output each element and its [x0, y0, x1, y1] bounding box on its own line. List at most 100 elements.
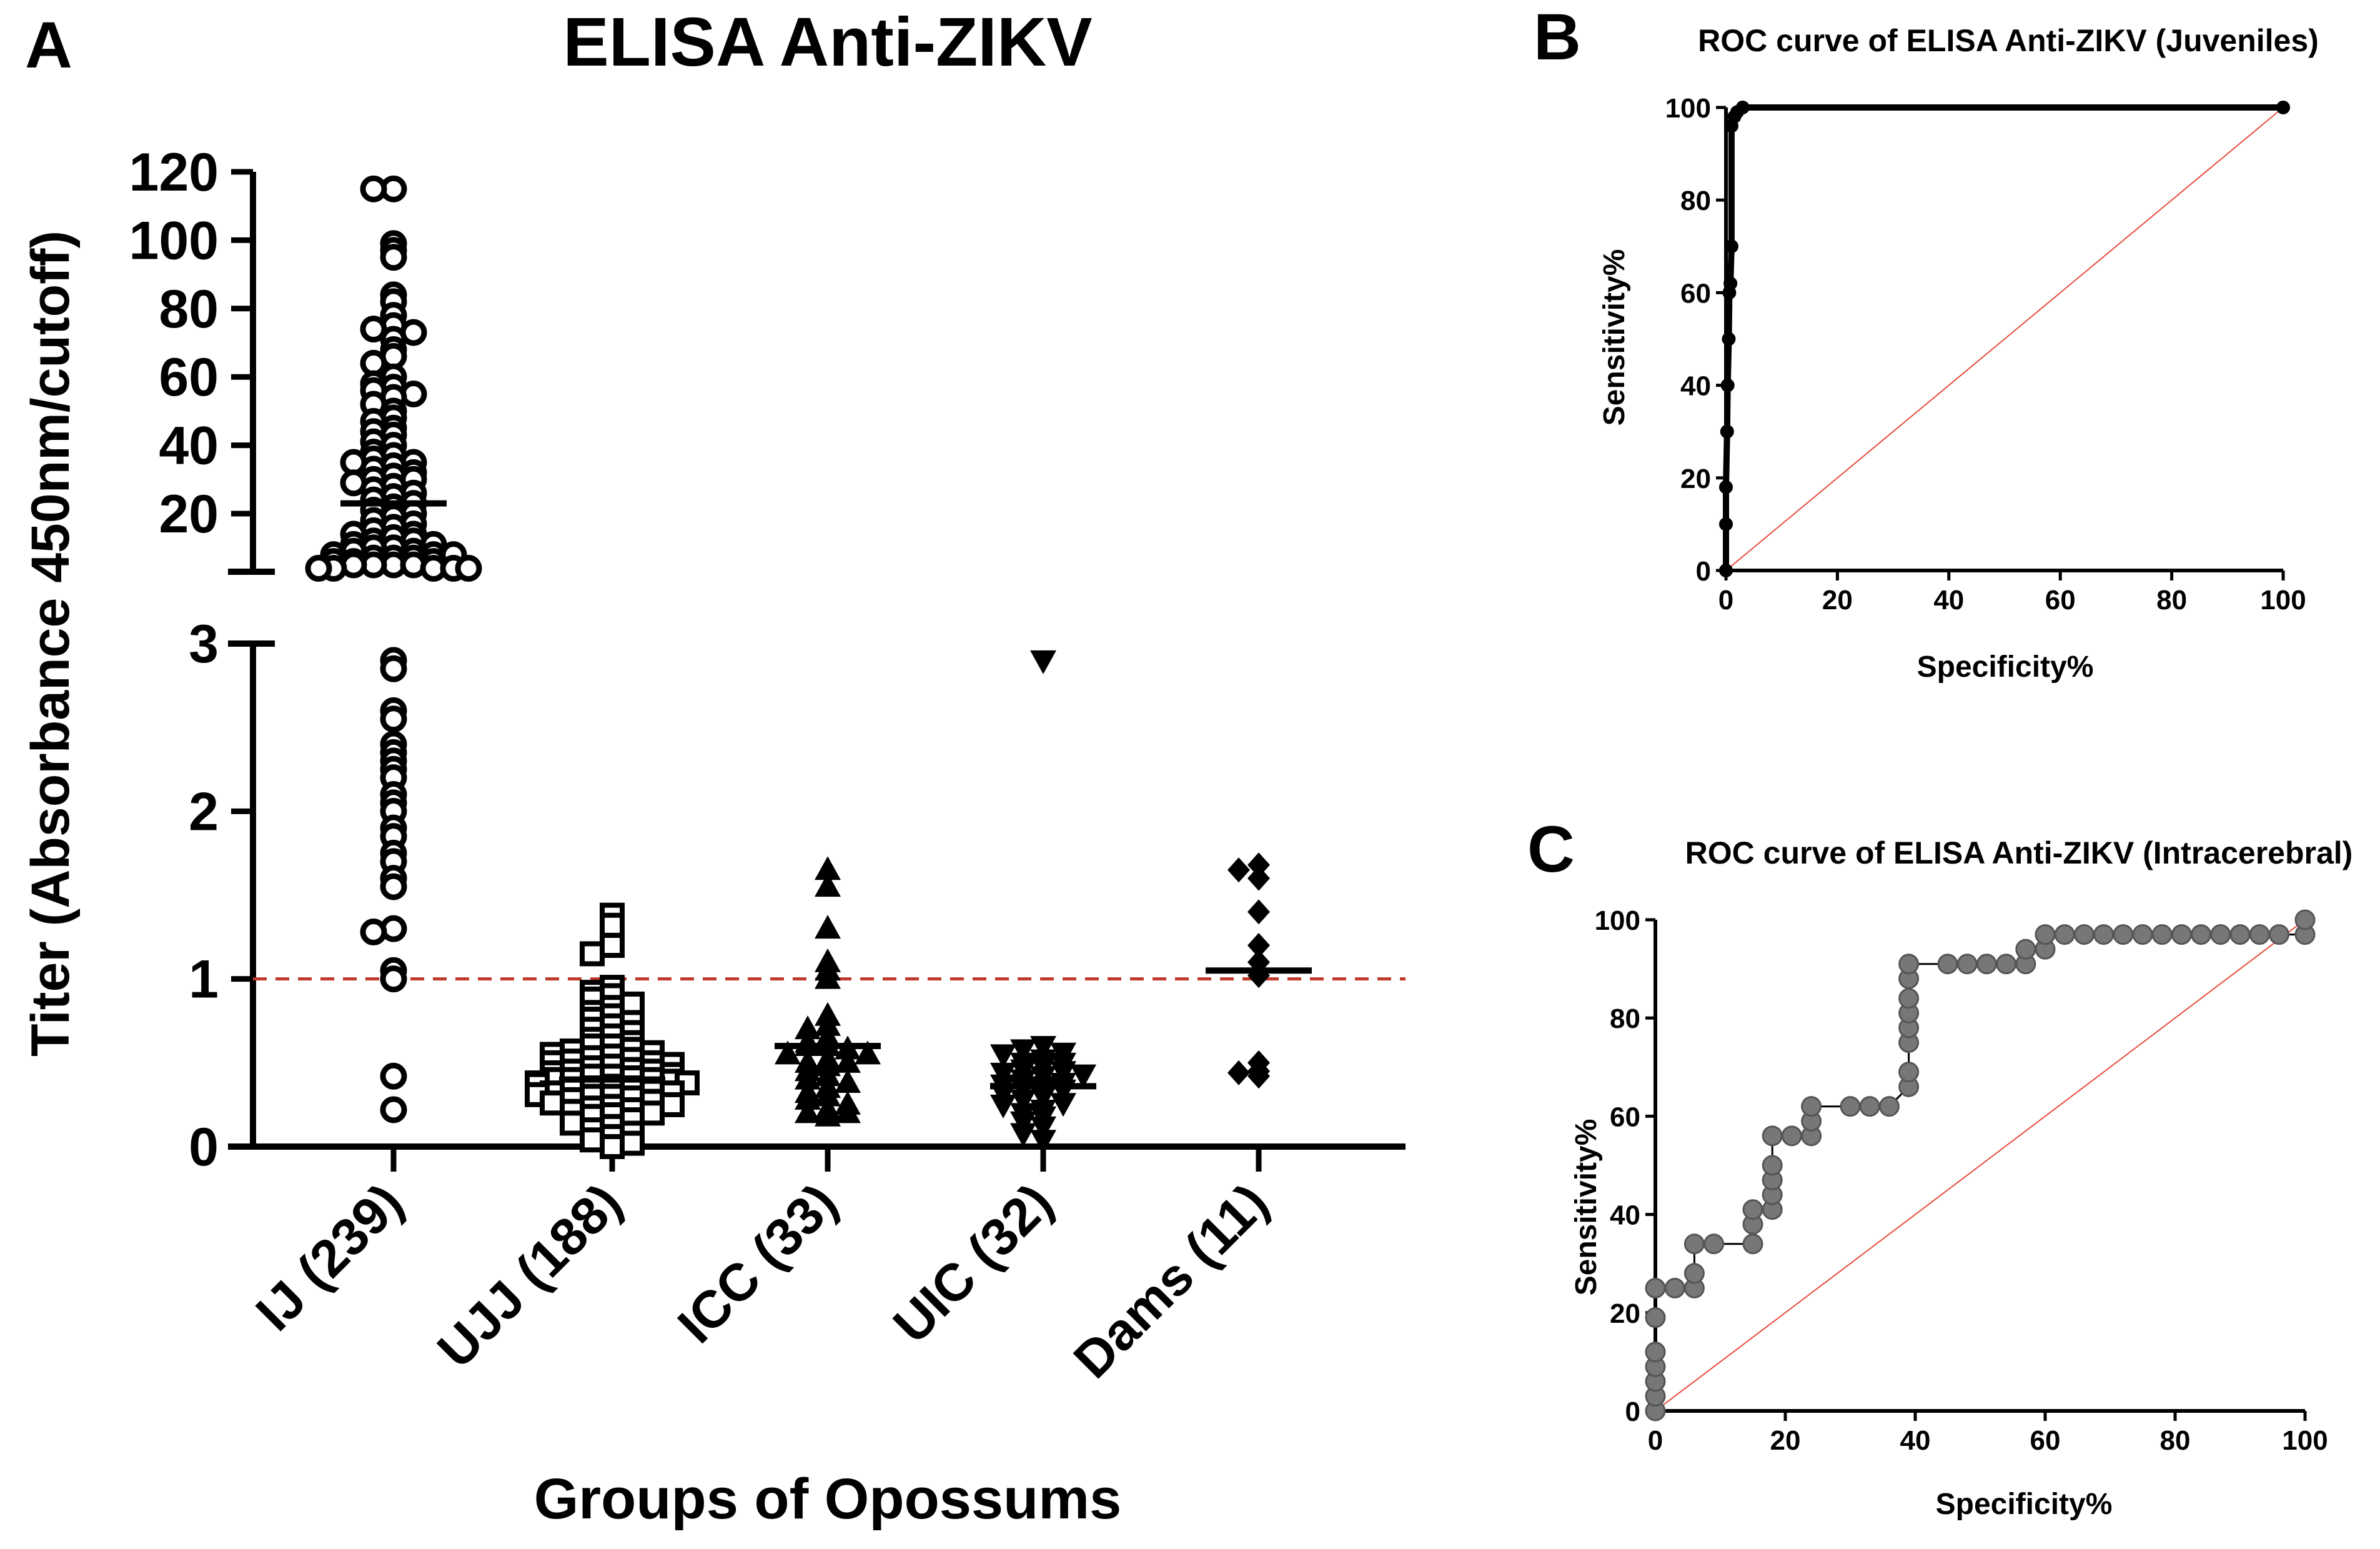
data-point-ij [380, 965, 407, 993]
data-point-icc [855, 1040, 881, 1065]
data-point-ij [380, 655, 407, 682]
y-tick-label: 0 [1696, 556, 1711, 587]
roc-point [1898, 988, 1920, 1009]
roc-point [1840, 1096, 1861, 1117]
chart-a-medians [340, 500, 1312, 1090]
roc-point [1703, 1233, 1725, 1255]
data-point-uic [1030, 650, 1056, 674]
x-tick-label: 100 [2282, 1425, 2328, 1456]
roc-point [1720, 378, 1735, 392]
data-point-icc [775, 1040, 801, 1065]
chart-a-xlabel: Groups of Opossums [534, 1467, 1122, 1531]
data-point-ij [455, 555, 482, 582]
y-tick-label: 40 [1680, 371, 1711, 402]
data-point-ij [360, 919, 387, 946]
y-tick-label: 80 [1610, 1004, 1640, 1034]
roc-point [1898, 954, 1920, 975]
data-point-dams [1247, 852, 1270, 878]
x-tick-label: 80 [2156, 585, 2187, 615]
roc-point [1781, 1125, 1802, 1147]
roc-point [1898, 1062, 1920, 1083]
chart-b-ylabel: Sensitivity% [1598, 249, 1631, 426]
roc-point [1719, 564, 1733, 577]
data-point-dams [1247, 865, 1270, 891]
category-label: ICC (33) [667, 1172, 848, 1354]
data-point-ujj [560, 1110, 585, 1136]
y-tick-label: 0 [1625, 1397, 1640, 1427]
data-point-ij [380, 873, 407, 900]
data-point-ujj [600, 912, 625, 938]
chart-b-plot: 0 20 40 60 80 100 0 20 40 60 80 100 [1665, 93, 2306, 615]
panel-a: A ELISA Anti-ZIKV Titer (Absorbance 450n… [21, 4, 1406, 1531]
data-point-uic [1010, 1123, 1036, 1147]
roc-point [1722, 332, 1736, 346]
data-point-uic [1050, 1093, 1076, 1117]
category-label: IJ (239) [245, 1172, 414, 1342]
x-tick-label: 40 [1900, 1425, 1931, 1456]
roc-point [1878, 1096, 1900, 1117]
chart-a-title: ELISA Anti-ZIKV [563, 4, 1092, 81]
roc-point [2294, 909, 2316, 930]
roc-point [1996, 954, 2017, 975]
data-point-ij [360, 175, 387, 202]
data-point-icc [795, 1065, 821, 1090]
chart-c-xlabel: Specificity% [1936, 1488, 2113, 1521]
data-point-ujj [600, 933, 625, 958]
roc-point [2073, 924, 2095, 945]
roc-point [2268, 924, 2289, 945]
y-tick-label-upper: 20 [159, 484, 219, 544]
chart-a-ylabel: Titer (Absorbance 450nm/cutoff) [21, 231, 81, 1057]
x-tick-label: 80 [2160, 1425, 2191, 1456]
chart-c-ylabel: Sensitivity% [1570, 1119, 1603, 1296]
data-point-dams [1247, 899, 1270, 925]
roc-point [1742, 1233, 1763, 1255]
y-tick-label-lower: 3 [189, 614, 219, 674]
chart-c-title: ROC curve of ELISA Anti-ZIKV (Intracereb… [1685, 835, 2353, 870]
y-tick-label-upper: 40 [159, 416, 219, 476]
data-point-icc [795, 1099, 821, 1123]
roc-point [2151, 924, 2173, 945]
data-point-ij [305, 555, 332, 582]
data-point-icc [835, 1069, 861, 1093]
roc-point [1724, 239, 1738, 254]
data-point-icc [835, 1099, 861, 1123]
chart-c-plot: 0 20 40 60 80 100 0 20 40 60 80 100 [1595, 905, 2328, 1456]
data-point-uic [1030, 1086, 1056, 1110]
data-point-icc [815, 915, 841, 939]
data-point-icc [815, 1102, 841, 1127]
panel-letter-b: B [1534, 1, 1581, 74]
x-tick-label: 0 [1718, 585, 1733, 615]
data-point-uic [990, 1094, 1016, 1118]
y-tick-label: 60 [1680, 278, 1711, 309]
x-tick-label: 20 [1770, 1425, 1801, 1456]
roc-point [2171, 924, 2192, 945]
roc-point [2035, 924, 2056, 945]
data-point-dams [1227, 1060, 1250, 1085]
data-point-uic [1030, 1116, 1056, 1140]
roc-point [1859, 1096, 1880, 1117]
data-point-ij [380, 705, 407, 733]
roc-point [2191, 924, 2212, 945]
y-tick-label-lower: 2 [189, 782, 219, 842]
y-tick-label-lower: 0 [189, 1117, 219, 1177]
y-tick-label: 100 [1665, 93, 1711, 124]
y-tick-label: 80 [1680, 186, 1711, 216]
panel-letter-c: C [1527, 813, 1575, 886]
data-point-ij [380, 1096, 407, 1123]
data-point-uic [1030, 1036, 1056, 1060]
category-label: UJJ (188) [426, 1172, 633, 1379]
data-point-ujj [640, 1100, 665, 1126]
y-tick-label: 20 [1610, 1298, 1640, 1329]
y-tick-label: 20 [1680, 464, 1711, 494]
data-point-dams [1247, 1063, 1270, 1089]
roc-point [2093, 924, 2115, 945]
data-point-uic [990, 1044, 1016, 1068]
roc-point [1720, 424, 1734, 439]
chart-b-title: ROC curve of ELISA Anti-ZIKV (Juveniles) [1698, 23, 2319, 58]
data-point-icc [795, 1015, 821, 1040]
x-tick-label: 60 [2030, 1425, 2061, 1456]
roc-point [1664, 1278, 1685, 1298]
data-point-ujj [580, 1127, 605, 1153]
roc-point [2210, 924, 2231, 945]
